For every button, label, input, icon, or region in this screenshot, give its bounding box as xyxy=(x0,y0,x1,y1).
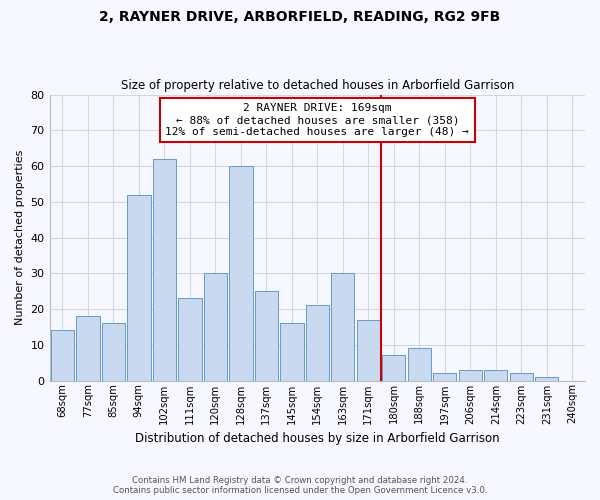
Bar xyxy=(127,194,151,380)
Bar xyxy=(280,324,304,380)
Text: 2, RAYNER DRIVE, ARBORFIELD, READING, RG2 9FB: 2, RAYNER DRIVE, ARBORFIELD, READING, RG… xyxy=(100,10,500,24)
Bar xyxy=(254,291,278,380)
Bar xyxy=(433,374,457,380)
Bar xyxy=(509,374,533,380)
Bar xyxy=(101,324,125,380)
Bar xyxy=(178,298,202,380)
X-axis label: Distribution of detached houses by size in Arborfield Garrison: Distribution of detached houses by size … xyxy=(135,432,500,445)
Bar xyxy=(535,377,559,380)
Bar xyxy=(50,330,74,380)
Bar xyxy=(356,320,380,380)
Bar xyxy=(331,274,355,380)
Bar xyxy=(305,306,329,380)
Bar xyxy=(203,274,227,380)
Bar xyxy=(407,348,431,380)
Bar xyxy=(458,370,482,380)
Title: Size of property relative to detached houses in Arborfield Garrison: Size of property relative to detached ho… xyxy=(121,79,514,92)
Bar xyxy=(382,356,406,380)
Bar xyxy=(76,316,100,380)
Bar xyxy=(152,159,176,380)
Y-axis label: Number of detached properties: Number of detached properties xyxy=(15,150,25,325)
Bar xyxy=(484,370,508,380)
Text: Contains HM Land Registry data © Crown copyright and database right 2024.
Contai: Contains HM Land Registry data © Crown c… xyxy=(113,476,487,495)
Bar xyxy=(229,166,253,380)
Text: 2 RAYNER DRIVE: 169sqm
← 88% of detached houses are smaller (358)
12% of semi-de: 2 RAYNER DRIVE: 169sqm ← 88% of detached… xyxy=(166,104,469,136)
